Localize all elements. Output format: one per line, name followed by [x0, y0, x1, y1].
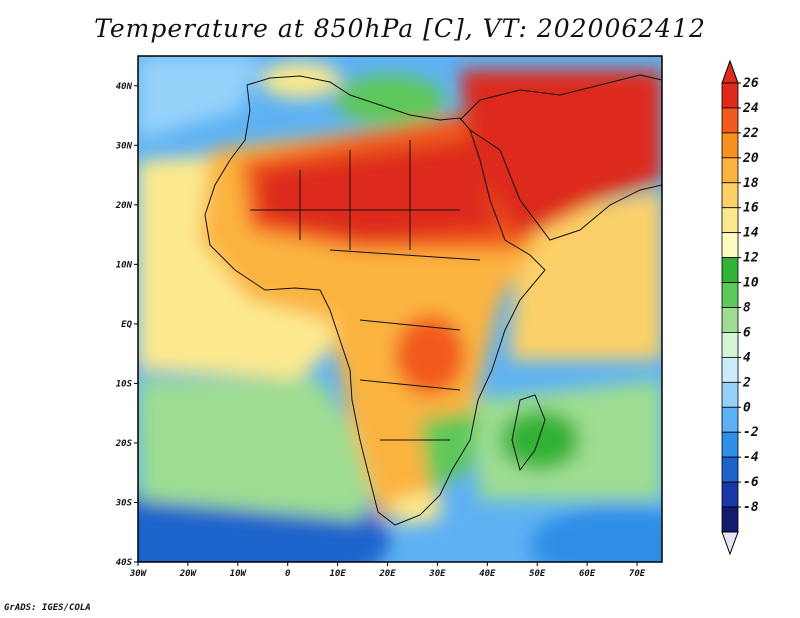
lon-tick-label: 10W	[230, 569, 248, 579]
lat-tick-label: 20S	[115, 439, 133, 449]
colorbar-label: 8	[743, 301, 751, 316]
colorbar-swatch	[721, 307, 739, 333]
colorbar-label: -4	[743, 450, 759, 465]
colorbar-label: 10	[743, 276, 759, 291]
colorbar-label: 18	[743, 176, 759, 191]
colorbar-swatch	[721, 157, 739, 184]
lon-tick-label: 60E	[579, 569, 596, 579]
lon-tick-label: 30W	[129, 569, 148, 579]
lon-tick-label: 10E	[329, 569, 346, 579]
colorbar-swatch	[721, 82, 739, 109]
lon-tick-label: 20E	[378, 569, 396, 579]
colorbar-label: 6	[743, 325, 751, 340]
lat-tick-label: 30S	[115, 498, 133, 508]
lon-tick-label: 20W	[179, 569, 198, 579]
colorbar-swatch	[721, 107, 739, 134]
lat-tick-label: EQ	[121, 320, 132, 330]
longitude-axis: 30W 20W 10W 0 10E 20E 30E 40E 50E 60E 70E	[129, 562, 646, 579]
colorbar-label: 0	[743, 400, 751, 415]
colorbar-label: 26	[742, 76, 759, 91]
colorbar-label: 16	[743, 201, 759, 216]
colorbar-swatch	[721, 257, 739, 283]
colorbar-label: 4	[743, 350, 751, 365]
colorbar-top-arrow	[721, 59, 739, 84]
colorbar-label: -2	[743, 425, 759, 440]
colorbar-bottom-arrow	[721, 531, 739, 556]
colorbar-swatch	[721, 207, 739, 234]
lat-tick-label: 40N	[116, 82, 133, 92]
colorbar-label: -8	[743, 500, 759, 515]
lat-tick-label: 40S	[116, 558, 133, 568]
colorbar-label: 22	[742, 126, 759, 141]
map-title: Temperature at 850hPa [C], VT: 202006241…	[94, 14, 706, 43]
colorbar-swatch	[721, 381, 739, 408]
colorbar-swatch	[721, 132, 739, 159]
colorbar-swatch	[721, 356, 739, 383]
colorbar-swatch	[721, 481, 739, 508]
lon-tick-label: 70E	[629, 569, 646, 579]
colorbar-label: 2	[742, 375, 751, 390]
colorbar-swatch	[721, 406, 739, 433]
colorbar-label: 14	[743, 226, 759, 241]
temperature-field	[138, 56, 662, 562]
lon-tick-label: 30E	[428, 569, 446, 579]
colorbar-swatch	[721, 456, 739, 483]
colorbar-swatch	[721, 232, 739, 259]
plot-frame	[137, 55, 663, 563]
colorbar-label: 20	[742, 151, 759, 166]
colorbar-swatch	[721, 282, 739, 308]
lat-tick-label: 10S	[116, 379, 133, 389]
footer-credit: GrADS: IGES/COLA	[4, 603, 91, 613]
latitude-axis: 40N 30N 20N 10N EQ 10S 20S 30S 40S	[115, 82, 138, 568]
lat-tick-label: 30N	[115, 141, 133, 151]
lat-tick-label: 10N	[116, 260, 133, 270]
lat-tick-label: 20N	[115, 201, 133, 211]
colorbar-label: 24	[742, 101, 759, 116]
lon-tick-label: 50E	[529, 569, 546, 579]
lon-tick-label: 40E	[479, 569, 496, 579]
colorbar-label: 12	[743, 251, 759, 266]
colorbar-swatch	[721, 332, 739, 358]
colorbar-swatch	[721, 506, 739, 533]
colorbar-label: -6	[743, 475, 759, 490]
coastlines	[204, 74, 662, 526]
colorbar-swatch	[721, 182, 739, 209]
colorbar-swatch	[721, 431, 739, 458]
lon-tick-label: 0	[285, 569, 291, 579]
